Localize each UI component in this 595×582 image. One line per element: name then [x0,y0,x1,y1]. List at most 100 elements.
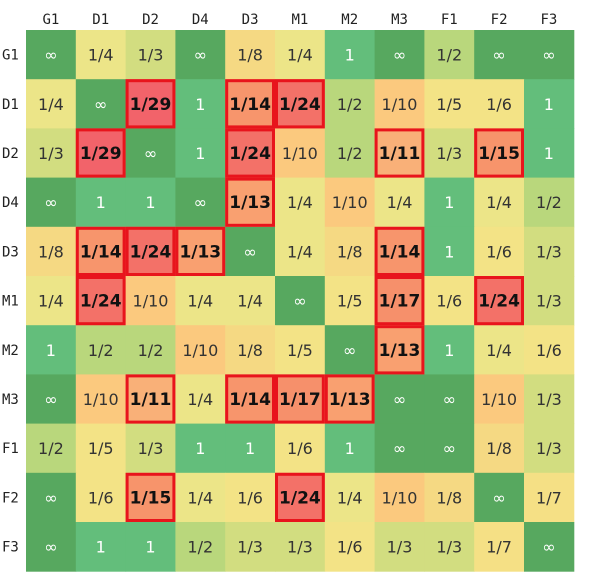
heatmap-cell [424,423,475,474]
cell-value-label: 1/24 [478,292,520,312]
highlight-outline [125,374,176,424]
cell-value-label: 1/4 [187,488,213,507]
heatmap-cell [125,325,176,375]
cell-value-label: 1/4 [486,341,512,360]
row-label-m1: M1 [2,294,19,310]
heatmap-cell [26,177,77,228]
heatmap-cell [474,423,525,474]
heatmap-cell [374,276,425,326]
highlight-outline [75,128,126,178]
highlight-outline [374,325,425,375]
cell-value-label: 1 [195,144,205,163]
cell-value-label: 1/8 [237,46,263,65]
heatmap-cell [324,522,376,572]
cell-value-label: 1 [96,538,106,557]
heatmap-cell [524,374,575,425]
highlight-outline [474,276,525,326]
heatmap-cell [175,325,226,375]
cell-value-label: 1 [345,46,355,65]
cell-value-label: 1/4 [287,193,313,212]
highlight-outline [474,128,525,178]
cell-value-label: ∞ [542,538,555,557]
row-label-f3: F3 [2,540,19,556]
heatmap-cell [424,374,475,425]
cell-value-label: 1/4 [88,46,114,65]
row-labels: G1 D1 D2 D4 D3 M1 M2 M3 F1 F2 F3 [2,48,19,556]
row-label-m2: M2 [2,343,19,359]
heatmap-cell [225,177,276,228]
cell-value-label: 1/24 [80,292,122,312]
cell-value-label: 1/10 [382,95,418,114]
cell-value-label: ∞ [393,439,406,458]
heatmap-cell [225,226,276,277]
cell-value-label: 1/29 [80,144,122,164]
cell-value-label: ∞ [542,46,555,65]
cell-value-label: 1/11 [379,144,421,164]
cell-value-label: 1/3 [436,144,462,163]
cell-value-label: 1/11 [130,390,172,410]
cell-value-label: 1/17 [379,292,421,312]
column-label-g1: G1 [42,12,59,28]
heatmap-cell [524,325,575,375]
cell-value-label: ∞ [44,46,57,65]
heatmap-cell [26,522,77,572]
heatmap-cell [474,79,525,129]
cell-value-label: 1/4 [38,292,64,311]
heatmap-cell [75,226,127,277]
heatmap-cell [524,276,575,326]
cell-value-label: ∞ [443,439,456,458]
heatmap-cell [125,374,176,425]
row-label-f2: F2 [2,490,19,506]
heatmap-cell [424,276,475,326]
heatmap-cell [75,128,127,179]
heatmap-cell [175,522,226,572]
cell-value-label: 1/14 [379,242,421,262]
cell-value-label: 1/13 [329,390,371,410]
heatmap-cell [524,79,575,129]
cell-value-label: ∞ [44,390,57,409]
cell-value-label: 1/7 [536,488,562,507]
heatmap-cell [225,522,276,572]
cell-value-label: ∞ [44,538,57,557]
heatmap-cell [26,472,77,523]
heatmap-cell [225,276,276,326]
cell-value-label: 1/8 [486,439,512,458]
cell-value-label: 1/14 [229,390,271,410]
heatmap-cell [324,128,376,179]
cell-value-label: 1/6 [88,488,114,507]
heatmap-cell [374,423,425,474]
highlight-outline [324,374,375,424]
cell-value-label: 1/13 [179,242,221,262]
highlight-outline [374,128,425,178]
cell-value-label: ∞ [393,46,406,65]
highlight-outline [125,226,176,277]
heatmap-cell [125,276,176,326]
highlight-outline [175,226,226,277]
cell-value-label: 1/6 [287,439,313,458]
cell-value-label: ∞ [343,341,356,360]
heatmap-cell [275,472,326,523]
heatmap-cell [175,423,226,474]
cell-value-label: 1/4 [187,390,213,409]
cell-value-label: 1/6 [237,488,263,507]
cell-value-label: 1/10 [133,292,169,311]
cell-value-label: 1/14 [80,242,122,262]
cell-value-label: 1/6 [486,242,512,261]
cell-value-label: 1/7 [486,538,512,557]
heatmap-cell [474,30,525,80]
cell-value-label: 1/5 [287,341,313,360]
heatmap-cell [424,522,475,572]
cell-value-label: 1/8 [38,242,64,261]
heatmap-cell [374,374,425,425]
heatmap-cell [424,177,475,228]
cell-value-label: ∞ [194,193,207,212]
heatmap-cell [175,79,226,129]
cell-value-label: 1 [544,95,554,114]
heatmap-cell [374,226,425,277]
cell-value-label: 1 [345,439,355,458]
heatmap-cell [374,472,425,523]
highlight-outline [374,226,425,277]
heatmap-cell [125,128,176,179]
cell-value-label: 1/2 [536,193,562,212]
cell-value-label: ∞ [393,390,406,409]
